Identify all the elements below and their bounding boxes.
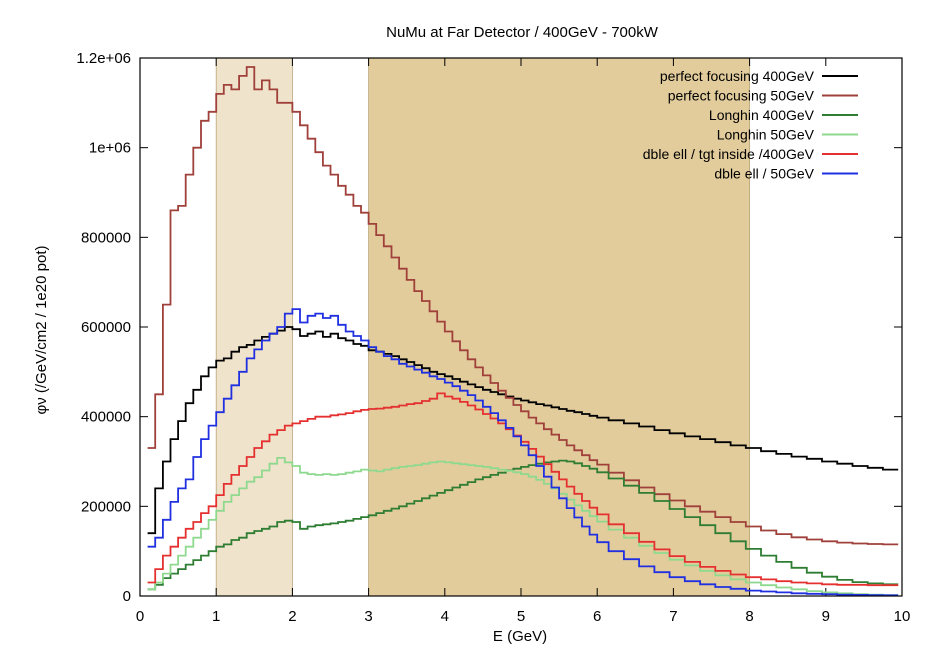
plot-frame <box>139 57 903 597</box>
x-tick-label: 0 <box>136 608 144 625</box>
series-line-4 <box>147 392 899 587</box>
series-line-1 <box>147 66 899 546</box>
legend-label-0: perfect focusing 400GeV <box>660 68 815 84</box>
y-tick-label: 800000 <box>81 229 131 246</box>
legend-label-2: Longhin 400GeV <box>709 107 815 123</box>
legend-label-5: dble ell / 50GeV <box>714 166 814 182</box>
y-axis-ticks: 0 200000 400000 600000 800000 1e+06 1.2e+06 <box>76 50 902 605</box>
x-tick-label: 5 <box>517 608 525 625</box>
legend: perfect focusing 400GeV perfect focusing … <box>643 68 858 182</box>
series-lines <box>147 66 899 597</box>
x-tick-label: 3 <box>364 608 372 625</box>
x-tick-label: 7 <box>669 608 677 625</box>
legend-label-3: Longhin 50GeV <box>717 127 815 143</box>
series-line-3 <box>147 457 899 596</box>
x-tick-label: 8 <box>745 608 753 625</box>
x-axis-ticks: 0 1 2 3 4 5 6 7 8 9 10 <box>136 58 911 625</box>
x-tick-label: 4 <box>441 608 449 625</box>
chart-title: NuMu at Far Detector / 400GeV - 700kW <box>386 24 659 41</box>
series-line-5 <box>147 308 899 597</box>
y-tick-label: 400000 <box>81 409 131 426</box>
shaded-regions <box>215 58 750 596</box>
legend-label-4: dble ell / tgt inside /400GeV <box>643 146 815 162</box>
y-axis-label: φν (/GeV/cm2 / 1e20 pot) <box>33 246 50 415</box>
legend-label-1: perfect focusing 50GeV <box>668 88 815 104</box>
x-tick-label: 9 <box>822 608 830 625</box>
x-tick-label: 10 <box>894 608 911 625</box>
series-line-0 <box>147 326 899 535</box>
x-axis-label: E (GeV) <box>493 628 547 645</box>
x-tick-label: 1 <box>212 608 220 625</box>
shaded-region-1 <box>368 58 750 596</box>
y-tick-label: 1.2e+06 <box>76 50 131 67</box>
y-tick-label: 1e+06 <box>89 140 131 157</box>
y-tick-label: 200000 <box>81 498 131 515</box>
x-tick-label: 2 <box>288 608 296 625</box>
x-tick-label: 6 <box>593 608 601 625</box>
y-tick-label: 0 <box>123 588 131 605</box>
series-line-2 <box>147 459 899 591</box>
y-tick-label: 600000 <box>81 319 131 336</box>
